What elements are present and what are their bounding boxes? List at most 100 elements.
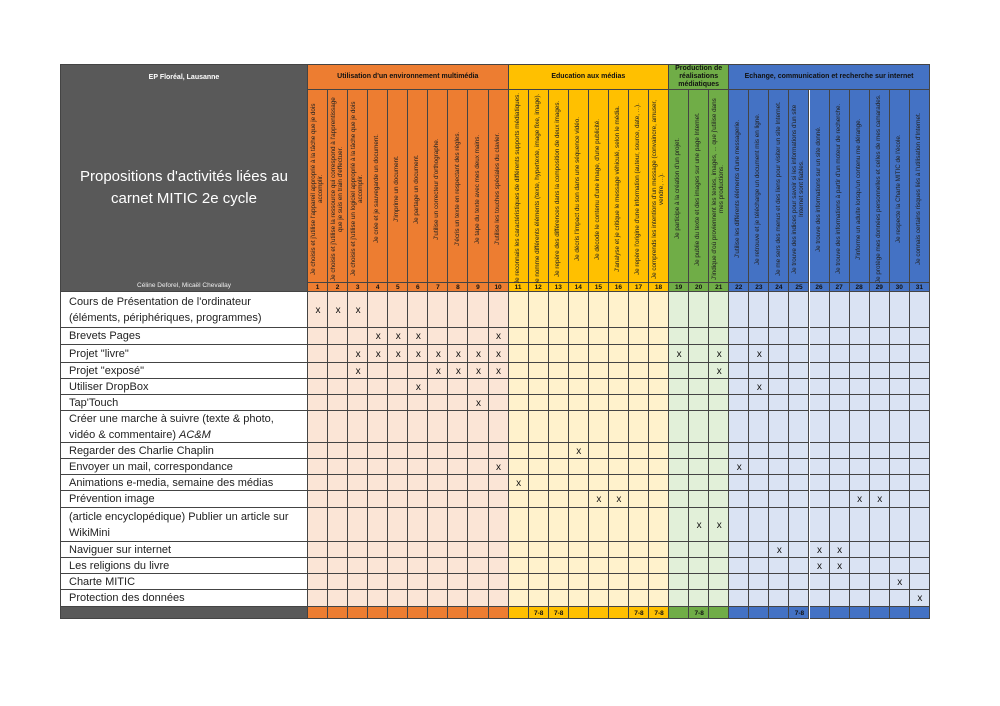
cell [749, 292, 770, 328]
cell [568, 379, 589, 395]
cell [548, 363, 569, 379]
activity-label: Cours de Présentation de l'ordinateur (é… [60, 292, 308, 328]
activity-label: Projet "livre" [60, 345, 308, 363]
competence-cell: Je protège mes données personnelles et c… [869, 90, 890, 283]
cell [428, 508, 449, 542]
cell [869, 491, 890, 508]
cell [608, 292, 629, 328]
check-mark: x [917, 593, 923, 604]
check-mark: x [415, 381, 421, 393]
cell [408, 292, 429, 328]
cell [568, 475, 589, 491]
cell [408, 590, 429, 607]
cell [628, 328, 649, 345]
cell [809, 411, 830, 443]
cell [649, 345, 670, 363]
cell [769, 395, 790, 411]
cell [829, 558, 850, 574]
cell [889, 459, 910, 475]
competence-number: 9 [468, 283, 489, 292]
competence-number: 6 [408, 283, 429, 292]
cell [649, 558, 670, 574]
cell [608, 475, 629, 491]
cell [348, 590, 369, 607]
footer-cell [869, 607, 890, 619]
cell [689, 443, 710, 459]
cell [428, 459, 449, 475]
cell [408, 475, 429, 491]
cell [408, 363, 429, 379]
competence-cell: J'imprime un document. [388, 90, 409, 283]
cell [468, 345, 489, 363]
cell [348, 395, 369, 411]
cell [829, 379, 850, 395]
cell [388, 363, 409, 379]
cell [769, 459, 790, 475]
cell [528, 411, 549, 443]
cell [588, 379, 609, 395]
cell [348, 443, 369, 459]
competence-cell: Je choisis et j'utilise la ressource qui… [328, 90, 349, 283]
cell [368, 345, 389, 363]
cell [568, 542, 589, 558]
cell [448, 395, 469, 411]
competence-text: J'informe un adulte lorsqu'un contenu me… [854, 118, 862, 260]
activity-label: (article encyclopédique) Publier un arti… [60, 508, 308, 542]
cell [889, 574, 910, 590]
cell [669, 508, 690, 542]
activity-text: Projet "livre" [69, 347, 129, 360]
cell [348, 491, 369, 508]
cell [769, 363, 790, 379]
cell [308, 491, 329, 508]
check-mark: x [837, 544, 843, 556]
cell [408, 395, 429, 411]
cell [649, 411, 670, 443]
cell [829, 443, 850, 459]
check-mark: x [395, 348, 401, 360]
footer-label: 7-8 [554, 609, 564, 617]
cell [588, 508, 609, 542]
cell [769, 475, 790, 491]
cell [749, 395, 770, 411]
cell [869, 475, 890, 491]
check-mark: x [375, 331, 381, 342]
cell [889, 411, 910, 443]
authors: Céline Deforel, Micaël Chevallay [137, 282, 231, 289]
cell [588, 345, 609, 363]
cell [669, 542, 690, 558]
cell [749, 363, 770, 379]
cell [448, 459, 469, 475]
cell [448, 345, 469, 363]
cell [508, 363, 529, 379]
cell [809, 491, 830, 508]
cell [789, 345, 810, 363]
cell [709, 590, 730, 607]
check-mark: x [776, 544, 782, 556]
cell [568, 395, 589, 411]
cell [649, 574, 670, 590]
cell [348, 508, 369, 542]
cell [328, 328, 349, 345]
cell [749, 542, 770, 558]
cell [789, 328, 810, 345]
cell [709, 379, 730, 395]
check-mark: x [475, 397, 481, 409]
cell [669, 292, 690, 328]
cell [548, 345, 569, 363]
cell [789, 590, 810, 607]
footer-label: 7-8 [533, 609, 544, 617]
competence-number: 28 [849, 283, 870, 292]
cell [448, 590, 469, 607]
group-header: Utilisation d'un environnement multimédi… [308, 64, 509, 90]
cell [428, 475, 449, 491]
cell [849, 558, 870, 574]
cell [889, 558, 910, 574]
competence-text: Je partage un document. [413, 154, 421, 224]
cell [829, 411, 850, 443]
competence-number: 1 [308, 283, 329, 292]
cell [729, 292, 750, 328]
cell [628, 443, 649, 459]
cell [528, 508, 549, 542]
cell [789, 443, 810, 459]
cell [869, 328, 890, 345]
